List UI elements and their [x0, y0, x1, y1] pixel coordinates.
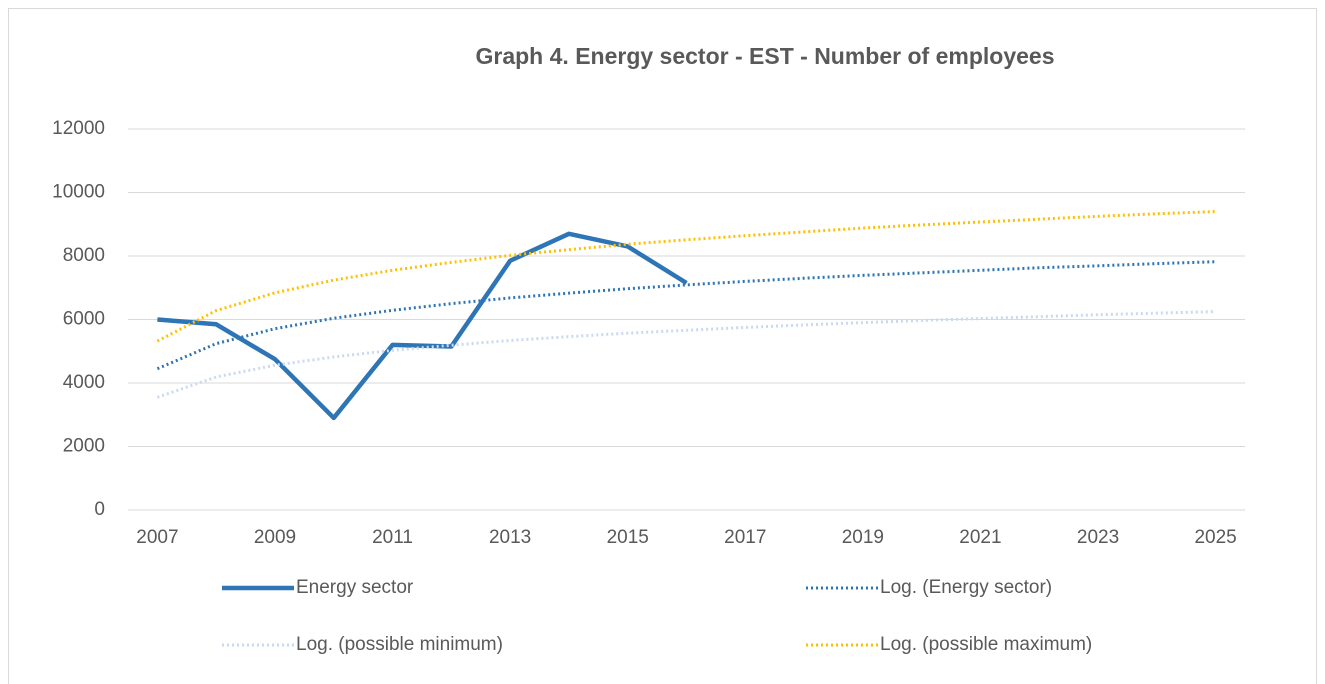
legend-label: Energy sector	[296, 577, 414, 598]
x-tick-label: 2025	[1194, 527, 1236, 548]
y-tick-label: 2000	[63, 436, 105, 457]
y-tick-label: 10000	[52, 182, 105, 203]
y-tick-label: 12000	[52, 118, 105, 139]
x-tick-label: 2007	[136, 527, 178, 548]
x-tick-label: 2011	[372, 527, 413, 548]
series-line	[156, 260, 1216, 371]
x-tick-label: 2009	[254, 527, 296, 548]
x-tick-label: 2017	[724, 527, 766, 548]
chart-border	[8, 8, 1317, 684]
x-tick-label: 2015	[607, 527, 649, 548]
x-tick-label: 2019	[842, 527, 884, 548]
chart-title: Graph 4. Energy sector - EST - Number of…	[476, 43, 1055, 69]
y-tick-label: 0	[94, 499, 105, 520]
legend-label: Log. (Energy sector)	[880, 577, 1052, 598]
legend-label: Log. (possible maximum)	[880, 634, 1092, 655]
y-tick-label: 8000	[63, 245, 105, 266]
y-tick-label: 6000	[63, 309, 105, 330]
series-line	[157, 231, 688, 421]
x-tick-label: 2013	[489, 527, 531, 548]
x-tick-label: 2023	[1077, 527, 1119, 548]
series-line	[156, 310, 1216, 399]
series-line	[156, 210, 1216, 343]
x-tick-label: 2021	[959, 527, 1001, 548]
legend-label: Log. (possible minimum)	[296, 634, 503, 655]
y-tick-label: 4000	[63, 372, 105, 393]
